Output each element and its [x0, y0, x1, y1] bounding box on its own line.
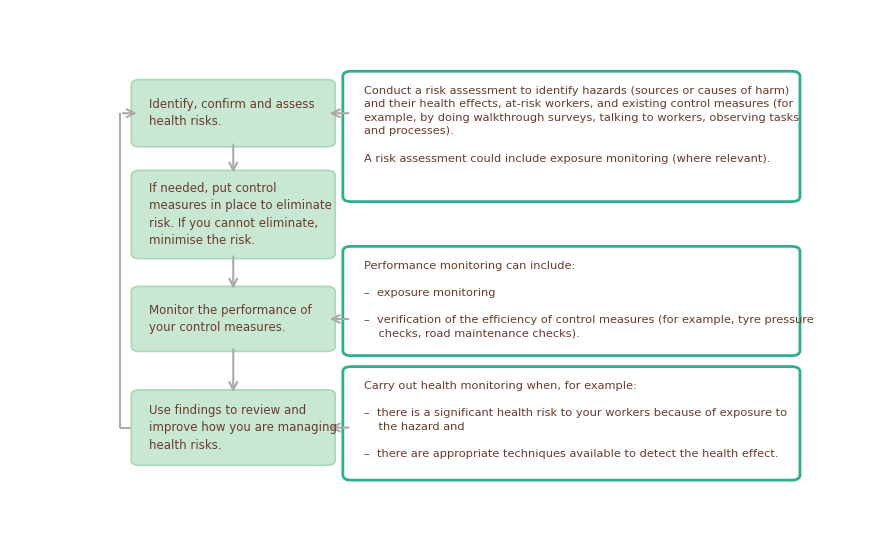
Text: Conduct a risk assessment to identify hazards (sources or causes of harm)
and th: Conduct a risk assessment to identify ha… — [363, 85, 797, 164]
Text: Monitor the performance of
your control measures.: Monitor the performance of your control … — [149, 304, 312, 334]
FancyBboxPatch shape — [131, 79, 335, 147]
Text: If needed, put control
measures in place to eliminate
risk. If you cannot elimin: If needed, put control measures in place… — [149, 182, 332, 247]
Text: Carry out health monitoring when, for example:

–  there is a significant health: Carry out health monitoring when, for ex… — [363, 381, 786, 459]
Text: Use findings to review and
improve how you are managing
health risks.: Use findings to review and improve how y… — [149, 403, 337, 452]
FancyBboxPatch shape — [131, 390, 335, 465]
FancyBboxPatch shape — [131, 287, 335, 351]
FancyBboxPatch shape — [342, 247, 799, 356]
Text: Identify, confirm and assess
health risks.: Identify, confirm and assess health risk… — [149, 98, 315, 128]
FancyBboxPatch shape — [131, 170, 335, 259]
Text: Performance monitoring can include:

–  exposure monitoring

–  verification of : Performance monitoring can include: – ex… — [363, 261, 813, 339]
FancyBboxPatch shape — [342, 71, 799, 202]
FancyBboxPatch shape — [342, 367, 799, 480]
